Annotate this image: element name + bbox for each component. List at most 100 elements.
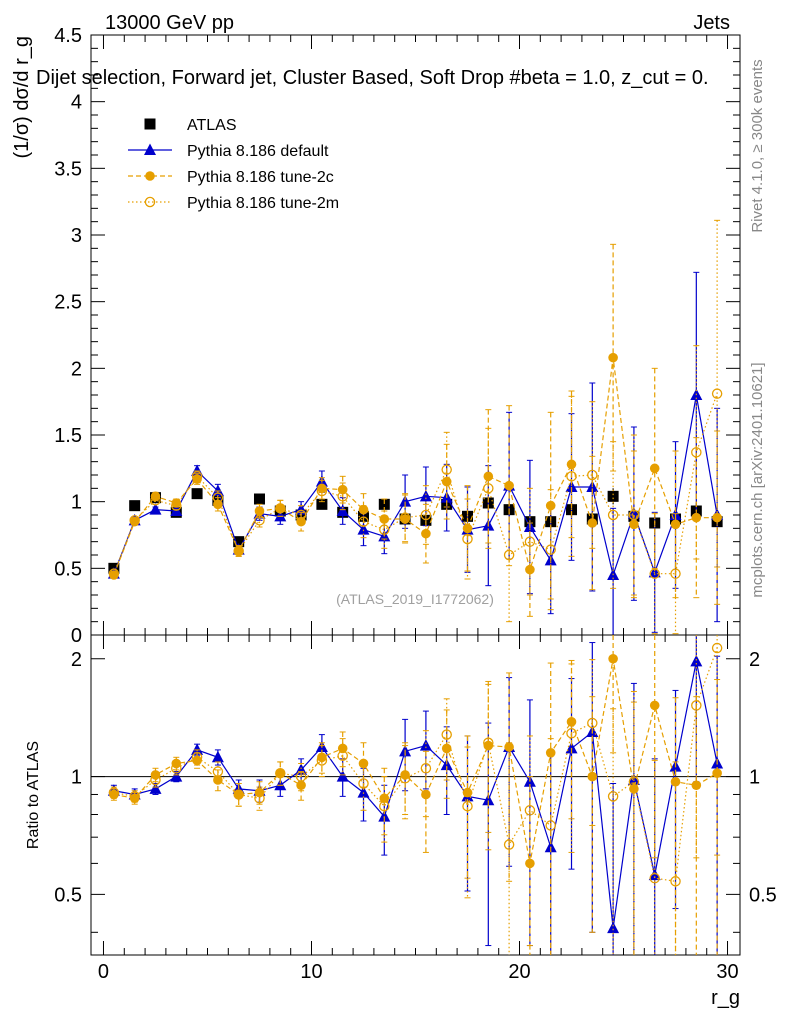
y-tick-label: 4.5: [54, 25, 82, 47]
data-point: [420, 763, 432, 774]
series-pythia-8-186-tune-2m: [108, 635, 723, 955]
data-point: [524, 536, 536, 547]
data-point: [711, 642, 723, 654]
legend-entry-pythia-8-186-tune-2c: Pythia 8.186 tune-2c: [128, 169, 334, 186]
data-point: [358, 778, 369, 789]
main-panel: 0.5 1 1.5 2 2.5 3 3.5 4 4.5 0 (1/σ) dσ/d r_g (ATL…: [11, 25, 741, 647]
legend: ATLAS Pythia 8.186 default Pythia 8.186 tu…: [128, 117, 339, 212]
data-point: [462, 533, 473, 545]
y-tick-label: 1: [71, 492, 82, 514]
series-line-pythia-8-186-default: [113, 661, 718, 929]
series-pythia-8-186-tune-2c: [109, 243, 722, 617]
data-point: [295, 509, 307, 521]
data-point: [191, 752, 203, 763]
legend-label: Pythia 8.186 default: [187, 143, 329, 160]
y-tick-label: 0.5: [54, 558, 82, 580]
y-tick-label: 3.5: [54, 158, 82, 180]
data-point: [587, 469, 598, 481]
data-point: [587, 717, 598, 729]
data-point: [358, 516, 369, 527]
data-point: [211, 750, 224, 763]
data-point: [211, 484, 224, 496]
data-point: [274, 778, 287, 791]
series-pythia-8-186-default: [107, 635, 724, 955]
data-point: [441, 729, 452, 740]
data-point: [670, 568, 681, 579]
data-point: [399, 512, 411, 523]
data-point: [608, 653, 618, 664]
data-point: [711, 388, 723, 399]
data-point: [191, 488, 203, 500]
ratio-y-tick-labels: 0.5 0.5 1 1 2 2: [54, 649, 777, 907]
series-line-pythia-8-186-tune-2m: [113, 647, 718, 882]
data-point: [233, 536, 245, 548]
data-point: [274, 509, 287, 522]
main-axis-ticks: [91, 34, 740, 635]
data-point: [441, 743, 452, 754]
data-point: [627, 773, 640, 785]
ratio-y-tick-label: 1: [71, 767, 82, 789]
series-line-pythia-8-186-tune-2c: [113, 357, 718, 576]
data-point: [379, 793, 390, 804]
data-point: [378, 498, 390, 510]
data-point: [462, 787, 473, 798]
ratio-y-tick-label: 2: [71, 649, 82, 671]
data-point: [295, 771, 307, 782]
ratio-panel: 0.5 0.5 1 1 2 2 0 10 20 30 Ratio to ATLAS r_g: [25, 634, 777, 1009]
legend-label: Pythia 8.186 tune-2m: [187, 195, 339, 212]
y-tick-label: 1.5: [54, 425, 82, 447]
y-tick-label: 2.5: [54, 292, 82, 314]
legend-label: ATLAS: [187, 117, 237, 134]
ratio-y-tick-label-right: 1: [749, 767, 760, 789]
data-point: [691, 700, 702, 711]
data-point: [566, 728, 577, 739]
series-pythia-8-186-default: [107, 271, 724, 635]
data-point: [691, 447, 702, 458]
main-y-tick-labels: 0.5 1 1.5 2 2.5 3 3.5 4 4.5 0: [54, 25, 82, 647]
data-point: [378, 810, 391, 822]
side-label-rivet: Rivet 4.1.0, ≥ 300k events: [749, 59, 766, 232]
data-point: [690, 654, 703, 667]
ratio-y-tick-label-right: 0.5: [749, 884, 777, 906]
data-point: [649, 872, 660, 884]
data-point: [503, 839, 515, 850]
ratio-y-tick-label: 0.5: [54, 884, 82, 906]
data-point: [421, 789, 431, 800]
data-point: [607, 490, 619, 502]
data-point: [358, 758, 369, 769]
data-point: [670, 876, 681, 887]
data-point: [399, 495, 412, 507]
main-data-series: [107, 219, 724, 635]
data-point: [171, 763, 182, 774]
series-line-pythia-8-186-default: [113, 394, 718, 578]
data-point: [275, 503, 286, 514]
data-point: [254, 515, 265, 526]
legend-entry-pythia-8-186-tune-2m: Pythia 8.186 tune-2m: [128, 195, 339, 212]
data-point: [525, 858, 535, 869]
data-point: [607, 509, 619, 521]
x-tick-label: 30: [716, 961, 738, 983]
side-label-mcplots: mcplots.cern.ch [arXiv:2401.10621]: [749, 362, 766, 597]
data-point: [628, 776, 640, 787]
data-point: [336, 770, 349, 782]
data-point: [108, 568, 120, 579]
series-pythia-8-186-tune-2c: [109, 635, 722, 955]
x-tick-label: 20: [508, 961, 530, 983]
y-tick-label: 0: [71, 625, 82, 647]
ratio-x-tick-labels: 0 10 20 30: [98, 961, 739, 983]
data-point: [648, 868, 661, 881]
legend-marker: [144, 143, 156, 155]
y-tick-label: 2: [71, 358, 82, 380]
data-point: [129, 500, 141, 512]
series-pythia-8-186-tune-2m: [108, 219, 723, 635]
data-point: [357, 523, 370, 535]
data-point: [441, 464, 452, 475]
data-point: [233, 789, 244, 800]
data-point: [337, 750, 348, 762]
data-point: [129, 791, 140, 802]
data-point: [212, 766, 224, 777]
y-tick-label: 4: [71, 92, 82, 114]
data-point: [337, 743, 348, 754]
data-point: [483, 483, 494, 494]
